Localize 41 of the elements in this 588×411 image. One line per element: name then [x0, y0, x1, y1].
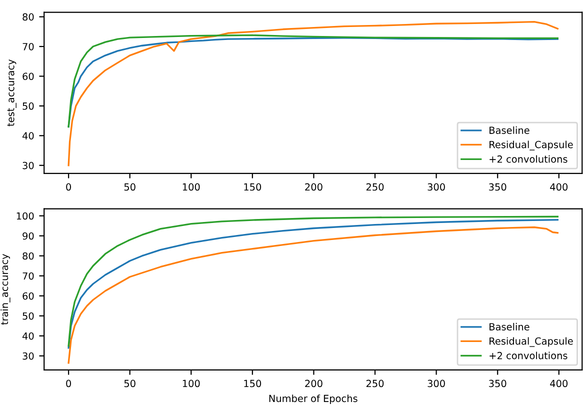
x-tick-label: 250 — [366, 183, 384, 191]
y-tick-label: 40 — [22, 332, 34, 340]
x-tick-label: 0 — [66, 183, 72, 191]
x-tick-label: 0 — [66, 380, 72, 388]
x-tick-label: 200 — [305, 183, 322, 191]
y-axis-title: train_accuracy — [0, 254, 10, 325]
x-tick-label: 50 — [124, 380, 136, 388]
x-tick-label: 100 — [182, 183, 200, 191]
y-tick-label: 30 — [22, 352, 34, 360]
legend-label: Baseline — [490, 126, 530, 134]
x-tick-label: 400 — [550, 183, 568, 191]
legend-label: Residual_Capsule — [490, 140, 573, 150]
x-tick-label: 200 — [305, 380, 322, 388]
y-tick-label: 50 — [22, 312, 34, 320]
y-tick-label: 30 — [22, 162, 34, 170]
y-axis-title: test_accuracy — [7, 59, 16, 126]
x-tick-label: 150 — [244, 380, 262, 388]
x-axis-title: Number of Epochs — [269, 394, 358, 404]
legend-label: +2 convolutions — [490, 352, 568, 360]
x-tick-label: 50 — [124, 183, 136, 191]
legend-label: +2 convolutions — [490, 155, 568, 163]
x-tick-label: 100 — [182, 380, 200, 388]
x-tick-label: 400 — [550, 380, 568, 388]
x-tick-label: 350 — [489, 380, 506, 388]
legend-label: Residual_Capsule — [490, 337, 573, 347]
y-tick-label: 50 — [22, 102, 34, 110]
x-tick-label: 250 — [366, 380, 384, 388]
y-tick-label: 100 — [16, 212, 34, 220]
y-tick-label: 90 — [22, 232, 34, 240]
y-tick-label: 70 — [22, 272, 34, 280]
x-tick-label: 300 — [428, 380, 445, 388]
y-tick-label: 70 — [22, 42, 34, 50]
y-tick-label: 40 — [22, 132, 34, 140]
legend-label: Baseline — [490, 322, 530, 330]
y-tick-label: 60 — [22, 72, 34, 80]
x-tick-label: 150 — [244, 183, 262, 191]
x-tick-label: 350 — [489, 183, 506, 191]
y-tick-label: 60 — [22, 292, 34, 300]
x-tick-label: 300 — [428, 183, 445, 191]
y-tick-label: 80 — [22, 252, 34, 260]
y-tick-label: 80 — [22, 13, 34, 21]
